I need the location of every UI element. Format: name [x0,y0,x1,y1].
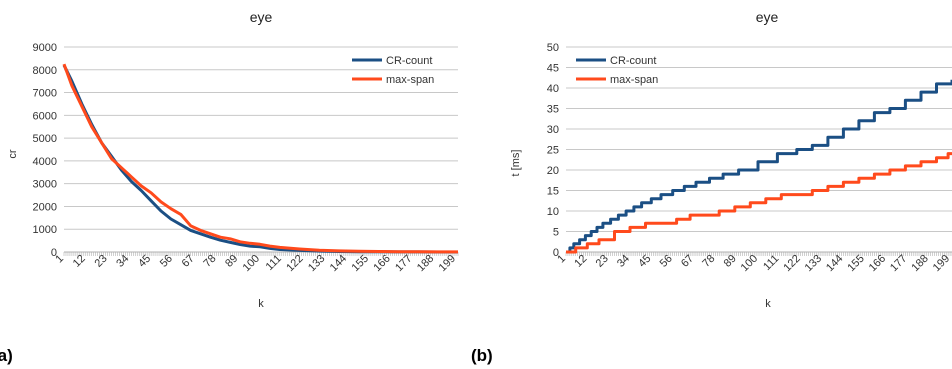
chart-panel-0: eye 0 1000 2000 3000 4000 5000 6000 7000 8000 9000… [7,9,459,310]
y-tick-label: 40 [547,83,559,95]
x-tick-label: 45 [636,253,653,270]
y-tick-label: 0 [51,247,57,259]
y-tick-label: 4000 [33,156,57,168]
y-tick-label: 50 [547,42,559,54]
x-tick-label: 23 [93,253,110,270]
y-tick-label: 3000 [33,179,57,191]
y-tick-label: 35 [547,104,559,116]
x-tick-label: 67 [180,253,197,270]
x-axis-label: k [258,298,264,310]
x-tick-label: 111 [761,253,781,273]
legend-label: CR-count [386,55,432,67]
y-tick-label: 2000 [33,201,57,213]
x-tick-label: 166 [867,253,888,274]
series-line-max-span [62,63,458,254]
x-tick-label: 45 [136,253,153,270]
y-tick-label: 10 [547,206,559,218]
x-tick-label: 67 [679,253,696,270]
x-tick-label: 12 [572,253,589,270]
x-tick-label: 133 [803,253,824,274]
x-tick-label: 177 [888,253,909,274]
x-tick-label: 34 [114,253,131,270]
x-tick-label: 100 [739,253,760,274]
legend-label: max-span [386,74,434,86]
x-tick-label: 122 [781,253,802,274]
x-tick-label: 89 [223,253,240,270]
x-axis-label: k [765,298,771,310]
y-tick-label: 25 [547,145,559,157]
x-tick-label: 155 [845,253,866,274]
y-tick-label: 5 [553,227,559,239]
y-tick-label: 0 [553,247,559,259]
x-tick-label: 56 [158,253,175,270]
y-axis-label: t [ms] [510,150,522,177]
y-tick-label: 9000 [33,42,57,54]
x-tick-label: 111 [264,253,284,273]
y-tick-label: 45 [547,63,559,75]
y-tick-label: 8000 [33,65,57,77]
y-tick-label: 6000 [33,110,57,122]
series-line-cr-count [62,64,458,254]
x-tick-label: 144 [824,253,845,274]
chart-title: eye [756,9,779,25]
x-tick-label: 34 [615,253,632,270]
series-line-max-span [566,152,952,254]
legend-label: max-span [610,74,658,86]
x-tick-label: 78 [700,253,717,270]
legend-label: CR-count [610,55,656,67]
y-tick-label: 5000 [33,133,57,145]
x-tick-label: 56 [658,253,675,270]
y-tick-label: 7000 [33,88,57,100]
chart-title: eye [250,9,273,25]
y-axis-label: cr [7,149,19,159]
x-tick-label: 199 [931,253,952,274]
x-tick-label: 12 [71,253,88,270]
x-tick-label: 23 [594,253,611,270]
y-tick-label: 30 [547,124,559,136]
panel-label-b: (b) [471,346,493,365]
y-tick-label: 15 [547,186,559,198]
y-tick-label: 1000 [33,224,57,236]
x-tick-label: 78 [201,253,218,270]
x-tick-label: 188 [909,253,930,274]
y-tick-label: 20 [547,165,559,177]
series-line-cr-count [566,79,952,254]
panel-label-a: (a) [0,346,13,365]
x-tick-label: 89 [722,253,739,270]
